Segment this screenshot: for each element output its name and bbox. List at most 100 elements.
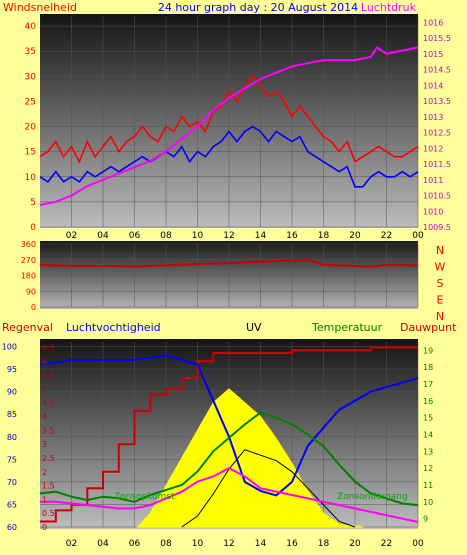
temperature-axis-title: Temperatuur: [311, 321, 383, 334]
compass-label: S: [437, 277, 444, 290]
humidity-tick-label: 85: [7, 410, 17, 419]
x-tick-label: 16: [286, 231, 298, 241]
humidity-ticks: 60 65 70 75 80 85 90 95 100: [2, 343, 17, 532]
pressure-tick-label: 1013.5: [423, 97, 451, 106]
pressure-tick-label: 1015.5: [423, 34, 451, 43]
temperature-tick-label: 10: [423, 498, 433, 507]
direction-tick-label: 180: [21, 272, 36, 281]
pressure-tick-label: 1012: [423, 144, 443, 153]
humidity-tick-label: 75: [7, 455, 17, 464]
series-luchtvochtigheid-line: [39, 354, 419, 497]
chart-title: 24 hour graph day : 20 August 2014: [158, 1, 358, 14]
rain-tick-label: 1.5: [42, 482, 55, 491]
x-tick-label: 18: [318, 539, 330, 549]
wind-panel-grid: [40, 16, 419, 228]
series-uv-area: [136, 388, 363, 528]
wind-speed-ticks: 0 5 10 15 20 25 30 35 40: [25, 22, 37, 233]
wind-tick-label: 15: [25, 148, 36, 158]
x-tick-label: 02: [66, 231, 77, 241]
wind-tick-label: 30: [25, 72, 37, 82]
wind-panel-plot: [39, 46, 419, 206]
x-tick-label: 08: [160, 231, 172, 241]
rain-tick-label: 6.5: [42, 344, 55, 353]
pressure-tick-label: 1010: [423, 207, 443, 216]
direction-tick-label: 270: [21, 256, 36, 265]
x-tick-label: 20: [349, 539, 361, 549]
pressure-tick-label: 1013: [423, 113, 443, 122]
temperature-tick-label: 9: [423, 515, 428, 524]
wind-tick-label: 20: [25, 123, 37, 133]
rain-tick-label: 0: [42, 523, 47, 532]
uv-axis-title: UV: [246, 321, 262, 334]
x-tick-label: 08: [160, 539, 172, 549]
pressure-tick-label: 1012.5: [423, 129, 451, 138]
direction-panel-grid: [40, 243, 419, 308]
temperature-tick-label: 19: [423, 346, 433, 355]
x-tick-label: 22: [381, 231, 392, 241]
series-luchtdruk-line: [39, 46, 419, 206]
x-tick-label: 06: [129, 231, 141, 241]
rain-tick-label: 4: [42, 413, 47, 422]
compass-label: N: [436, 310, 444, 323]
humidity-tick-label: 70: [7, 478, 17, 487]
temperature-tick-label: 12: [423, 464, 433, 473]
series-temperatuur-line: [39, 411, 419, 507]
x-tick-label: 00: [412, 539, 424, 549]
pressure-tick-label: 1010.5: [423, 192, 451, 201]
sunrise-label: Zonsopkomst: [114, 492, 175, 502]
humidity-tick-label: 80: [7, 433, 17, 442]
wind-tick-label: 10: [25, 173, 37, 183]
humidity-tick-label: 100: [2, 343, 17, 352]
temperature-tick-label: 16: [423, 397, 433, 406]
rain-tick-label: 5.5: [42, 371, 55, 380]
wind-panel-x-ticks: 02 04 06 08 10 12 14 16 18 20 22 00: [66, 231, 424, 241]
x-tick-label: 04: [97, 231, 109, 241]
x-tick-label: 12: [223, 231, 234, 241]
rain-tick-label: 2: [42, 468, 47, 477]
temperature-tick-label: 14: [423, 431, 433, 440]
x-tick-label: 20: [349, 231, 361, 241]
rain-tick-label: 5: [42, 385, 47, 394]
x-tick-label: 06: [129, 539, 141, 549]
climate-panel-x-ticks: 02 04 06 08 10 12 14 16 18 20 22 00: [66, 539, 424, 549]
rain-tick-label: 2.5: [42, 454, 55, 463]
x-tick-label: 12: [223, 539, 234, 549]
compass-label: E: [437, 294, 444, 307]
pressure-tick-label: 1016: [423, 18, 443, 27]
series-windsnelheid-line: [39, 75, 419, 164]
rain-tick-label: 6: [42, 357, 47, 366]
humidity-tick-label: 95: [7, 365, 17, 374]
temperature-tick-label: 15: [423, 414, 433, 423]
direction-tick-label: 90: [26, 287, 36, 296]
series-dauwpunt-line: [40, 466, 419, 523]
x-tick-label: 16: [286, 539, 298, 549]
dewpoint-axis-title: Dauwpunt: [400, 321, 457, 334]
temperature-tick-label: 11: [423, 481, 433, 490]
wind-tick-label: 25: [25, 97, 36, 107]
rain-tick-label: 3: [42, 440, 47, 449]
x-tick-label: 00: [412, 231, 424, 241]
rain-tick-label: 3.5: [42, 426, 55, 435]
humidity-tick-label: 65: [7, 500, 17, 509]
pressure-tick-label: 1011: [423, 176, 443, 185]
wind-tick-label: 35: [25, 47, 36, 57]
pressure-tick-label: 1009.5: [423, 223, 451, 232]
compass-label: W: [435, 261, 446, 274]
x-tick-label: 18: [318, 231, 330, 241]
x-tick-label: 02: [66, 539, 77, 549]
series-gust-line: [39, 125, 419, 188]
sunset-label: Zonsondergang: [337, 492, 408, 502]
series-wind-direction-line: [39, 258, 419, 268]
series-solar-line: [181, 449, 356, 528]
direction-tick-label: 360: [21, 240, 36, 249]
pressure-tick-label: 1014: [423, 81, 443, 90]
wind-tick-label: 0: [30, 223, 36, 233]
temperature-tick-label: 17: [423, 380, 433, 389]
x-tick-label: 10: [192, 539, 204, 549]
pressure-axis-title: Luchtdruk: [361, 1, 417, 14]
x-tick-label: 14: [255, 231, 267, 241]
x-tick-label: 22: [381, 539, 392, 549]
direction-tick-label: 0: [31, 303, 36, 312]
humidity-tick-label: 90: [7, 388, 17, 397]
